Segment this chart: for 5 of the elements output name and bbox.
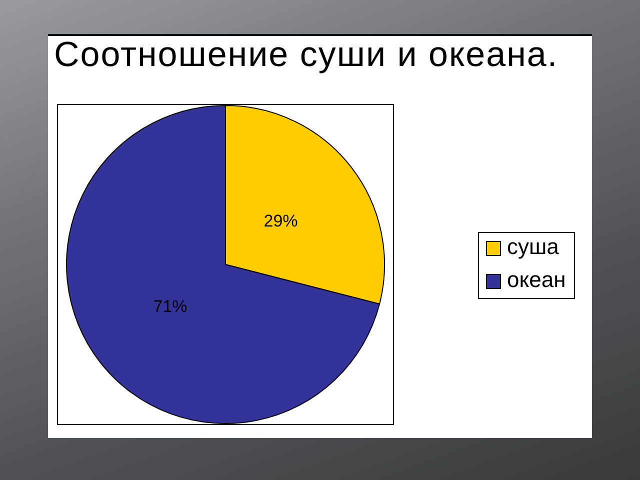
data-label: 29% [264, 211, 298, 230]
data-label: 71% [153, 297, 188, 316]
legend-label: суша [507, 234, 560, 260]
legend-label: океан [507, 267, 566, 292]
chart-title: Соотношение суши и океана. [54, 35, 558, 75]
